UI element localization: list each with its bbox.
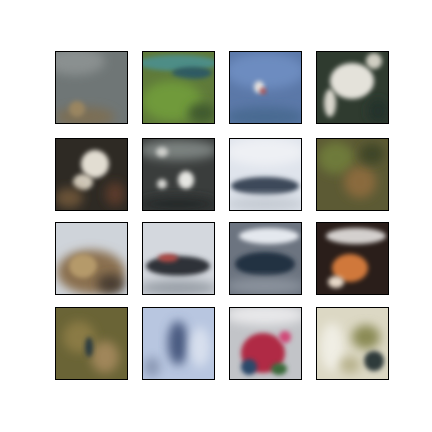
image-frame (142, 222, 215, 295)
image-frame (316, 138, 389, 211)
image-frame (316, 307, 389, 380)
image-frame (229, 138, 302, 211)
sample-image (142, 51, 214, 123)
image-frame (55, 138, 128, 211)
sample-image (229, 138, 301, 210)
image-frame (316, 51, 389, 124)
image-frame (55, 222, 128, 295)
sample-image (55, 138, 127, 210)
image-frame (55, 307, 128, 380)
image-frame (316, 222, 389, 295)
image-frame (229, 51, 302, 124)
sample-image (229, 307, 301, 379)
sample-image (142, 222, 214, 294)
sample-image (316, 307, 388, 379)
sample-image (316, 222, 388, 294)
sample-image (55, 222, 127, 294)
image-frame (142, 138, 215, 211)
image-frame (142, 51, 215, 124)
sample-image (229, 51, 301, 123)
sample-image (55, 307, 127, 379)
sample-image (229, 222, 301, 294)
sample-image (316, 51, 388, 123)
sample-image (55, 51, 127, 123)
sample-image (142, 307, 214, 379)
image-frame (229, 307, 302, 380)
image-frame (142, 307, 215, 380)
sample-image (316, 138, 388, 210)
image-frame (229, 222, 302, 295)
sample-image (142, 138, 214, 210)
image-frame (55, 51, 128, 124)
